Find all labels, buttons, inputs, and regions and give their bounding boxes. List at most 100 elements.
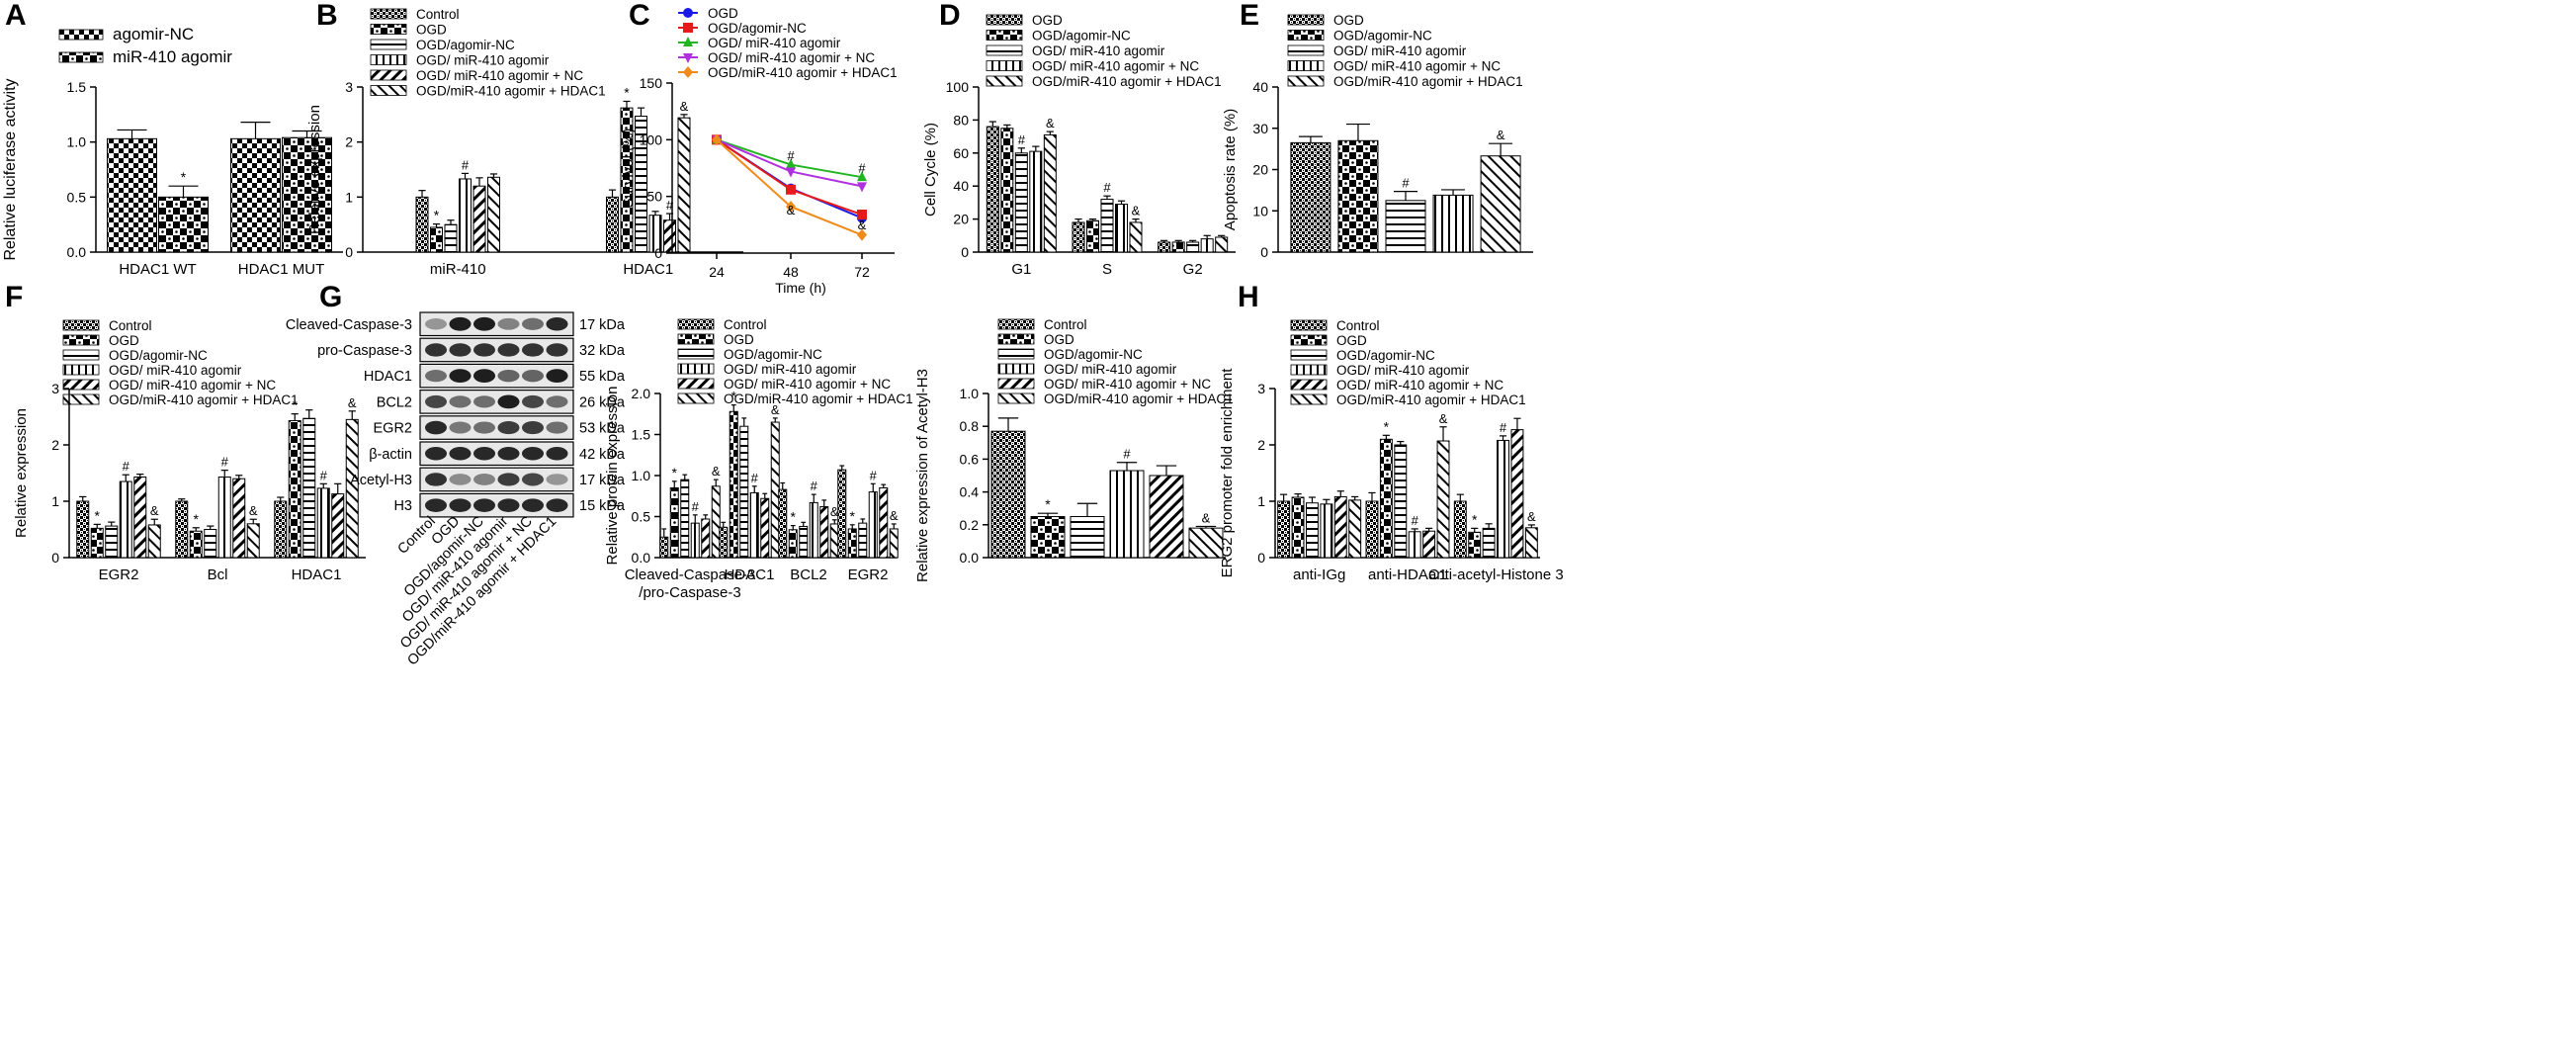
panel-letter: E — [1240, 0, 1259, 32]
legend-swatch — [370, 39, 407, 50]
significance-mark: # — [1402, 176, 1410, 191]
significance-mark: * — [672, 465, 678, 480]
x-tick-label: S — [1102, 261, 1112, 278]
blot-row-label: Acetyl-H3 — [350, 473, 412, 488]
bar — [829, 523, 839, 559]
y-axis-label: Relative expression — [306, 105, 323, 234]
bar — [282, 136, 332, 253]
x-tick-label: 48 — [783, 264, 799, 280]
blot-band — [522, 343, 544, 357]
legend-label: OGD/ miR-410 agomir + NC — [708, 50, 875, 65]
bar — [1453, 500, 1467, 559]
bar — [90, 527, 104, 559]
y-tick-label: 1 — [345, 189, 353, 205]
legend-label: OGD/miR-410 agomir + HDAC1 — [1044, 392, 1234, 406]
legend-label: OGD — [1333, 13, 1364, 28]
legend-swatch — [1290, 319, 1328, 331]
legend-label: OGD/ miR-410 agomir — [1333, 44, 1467, 58]
y-tick-label: 0.4 — [960, 484, 980, 500]
bar — [749, 491, 759, 559]
bar — [788, 529, 798, 559]
data-point — [683, 53, 693, 63]
significance-mark: # — [858, 161, 866, 176]
blot-band — [449, 395, 472, 408]
legend-label: OGD/ miR-410 agomir + NC — [1333, 59, 1501, 74]
blot-band — [546, 369, 568, 384]
blot-band — [425, 420, 447, 435]
panel-letter: F — [5, 281, 23, 313]
significance-mark: # — [1123, 447, 1131, 462]
bar — [1200, 238, 1214, 253]
bar — [189, 530, 203, 559]
bar — [1158, 241, 1171, 253]
significance-mark: # — [1412, 513, 1419, 528]
blot-band — [497, 498, 520, 512]
legend-label: OGD/miR-410 agomir + HDAC1 — [416, 84, 606, 99]
bar — [1129, 221, 1143, 253]
bar — [1337, 139, 1379, 253]
legend-swatch — [986, 30, 1023, 41]
data-point — [786, 158, 796, 169]
bar — [1333, 495, 1347, 559]
y-tick-label: 3 — [1257, 381, 1265, 396]
bar — [669, 486, 679, 559]
significance-mark: * — [95, 507, 101, 523]
blot-band — [449, 446, 472, 461]
legend-swatch — [997, 333, 1035, 345]
y-axis-label: Cell Cycle (%) — [922, 123, 939, 217]
y-tick-label: 2 — [51, 437, 59, 453]
x-tick-label: Cleaved-Caspase-3 — [625, 567, 756, 583]
panel-letter: H — [1238, 281, 1259, 313]
x-tick-label: anti-acetyl-Histone 3 — [1428, 567, 1564, 583]
y-axis-label: Apoptosis rate (%) — [1222, 109, 1239, 230]
bar — [1394, 444, 1408, 559]
legend-swatch — [62, 379, 100, 391]
y-tick-label: 10 — [1252, 203, 1268, 218]
bar — [711, 485, 721, 559]
bar — [1014, 152, 1028, 253]
bar — [701, 518, 711, 559]
blot-band — [473, 316, 495, 331]
legend-swatch — [677, 392, 715, 404]
significance-mark: * — [1045, 496, 1051, 512]
data-point — [786, 184, 796, 195]
y-tick-label: 1.0 — [632, 468, 651, 483]
bar — [1072, 221, 1085, 253]
significance-mark: & — [680, 99, 689, 114]
x-axis-label: Time (h) — [775, 280, 826, 296]
bar — [1291, 496, 1305, 559]
significance-mark: # — [666, 198, 674, 213]
significance-mark: & — [1439, 411, 1448, 426]
legend-swatch — [986, 44, 1023, 56]
y-tick-label: 1.0 — [960, 386, 980, 401]
legend-label: OGD/miR-410 agomir + HDAC1 — [1032, 74, 1222, 89]
legend-label: Control — [1336, 318, 1380, 333]
blot-kda-label: 17 kDa — [579, 473, 626, 488]
legend-label: OGD — [708, 6, 738, 21]
bar — [690, 522, 700, 559]
legend-label: OGD — [1032, 13, 1063, 28]
legend-label: OGD/ miR-410 agomir — [724, 362, 857, 377]
bar — [1029, 150, 1043, 253]
blot-band — [546, 498, 568, 512]
blot-kda-label: 55 kDa — [579, 369, 626, 385]
bar — [331, 493, 345, 559]
y-tick-label: 40 — [953, 178, 969, 194]
legend-label: OGD/agomir-NC — [1044, 347, 1143, 362]
significance-mark: & — [1132, 204, 1141, 218]
bar — [1497, 439, 1509, 559]
legend-swatch — [1287, 14, 1325, 26]
y-tick-label: 0 — [961, 244, 969, 260]
bar — [232, 478, 246, 559]
bar — [1468, 531, 1482, 559]
blot-kda-label: 26 kDa — [579, 394, 626, 410]
x-tick-label: 72 — [854, 264, 870, 280]
blot-kda-label: 15 kDa — [579, 498, 626, 514]
bar — [1510, 429, 1524, 559]
data-point — [683, 23, 693, 33]
bar — [1171, 241, 1185, 253]
blot-row-label: EGR2 — [374, 421, 413, 437]
y-tick-label: 0 — [1257, 550, 1265, 566]
